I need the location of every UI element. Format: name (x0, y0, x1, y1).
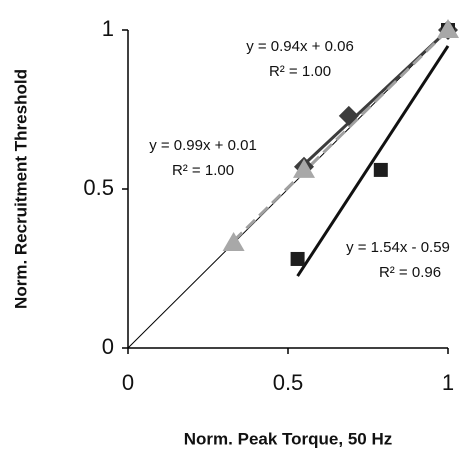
y-tick-label: 0 (102, 334, 114, 359)
fit-equation: y = 0.94x + 0.06 (246, 38, 354, 55)
x-tick-label: 0 (122, 370, 134, 395)
triangle-point (437, 19, 459, 38)
fit-equation: y = 1.54x - 0.59 (346, 239, 450, 256)
x-tick-label: 1 (442, 370, 454, 395)
y-tick-label: 1 (102, 16, 114, 41)
fit-r2: R² = 1.00 (172, 162, 234, 179)
square-point (290, 251, 305, 266)
fit-line (302, 28, 450, 166)
fit-equation: y = 0.99x + 0.01 (149, 137, 257, 154)
diamond-point (338, 105, 359, 126)
fit-r2: R² = 0.96 (379, 264, 441, 281)
triangle-point (293, 158, 315, 178)
fit-line (296, 45, 450, 277)
triangle-point (222, 232, 245, 252)
square-point (373, 162, 388, 177)
y-tick-label: 0.5 (83, 175, 114, 200)
x-tick-label: 0.5 (273, 370, 304, 395)
fit-line (232, 28, 450, 242)
fit-r2: R² = 1.00 (269, 63, 331, 80)
y-axis-label: Norm. Recruitment Threshold (11, 69, 30, 309)
x-axis-label: Norm. Peak Torque, 50 Hz (184, 429, 392, 448)
